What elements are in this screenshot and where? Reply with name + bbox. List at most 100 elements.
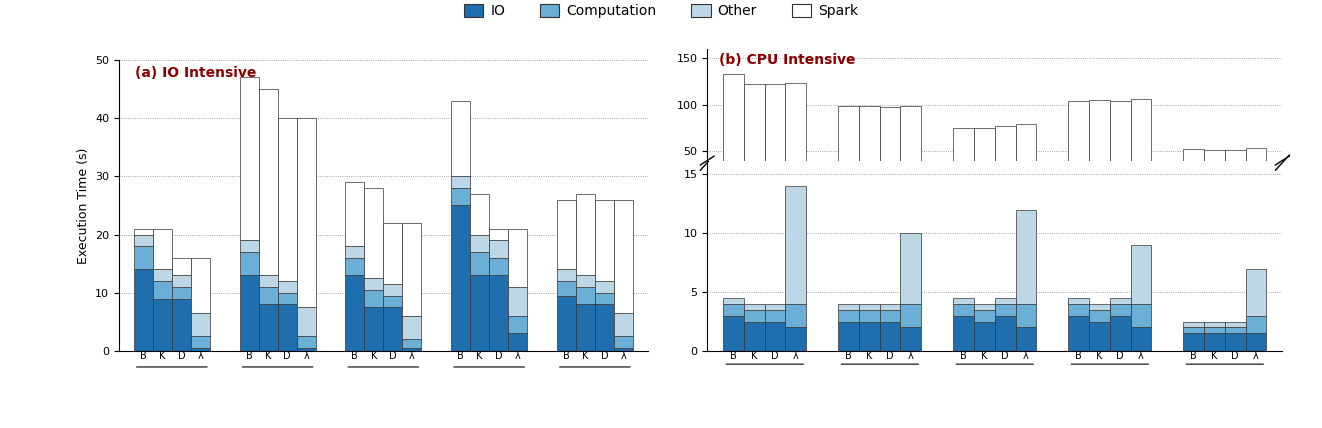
Bar — [345, 275, 365, 351]
Bar — [190, 336, 210, 348]
Bar — [153, 270, 172, 281]
Text: (a) IO Intensive: (a) IO Intensive — [135, 66, 256, 80]
Bar — [838, 310, 859, 321]
Bar — [278, 281, 296, 293]
Bar — [134, 246, 153, 270]
Bar — [764, 84, 785, 198]
Bar — [1130, 304, 1151, 327]
Bar — [1245, 269, 1266, 316]
Bar — [383, 223, 402, 284]
Bar — [134, 229, 153, 235]
Bar — [595, 293, 613, 304]
Bar — [172, 258, 190, 275]
Bar — [383, 284, 402, 296]
Bar — [471, 252, 489, 275]
Bar — [1183, 321, 1204, 327]
Bar — [1110, 298, 1130, 304]
Bar — [838, 321, 859, 351]
Bar — [153, 229, 172, 270]
Bar — [172, 299, 190, 351]
Bar — [994, 316, 1015, 351]
Bar — [953, 304, 974, 316]
Bar — [402, 348, 422, 351]
Bar — [900, 233, 921, 304]
Text: (b) CPU Intensive: (b) CPU Intensive — [719, 53, 855, 67]
Bar — [1245, 333, 1266, 351]
Bar — [953, 298, 974, 304]
Bar — [1068, 101, 1089, 198]
Bar — [1130, 99, 1151, 198]
Bar — [172, 287, 190, 299]
Bar — [1068, 316, 1089, 351]
Bar — [239, 252, 259, 275]
Bar — [900, 304, 921, 327]
Bar — [613, 336, 633, 348]
Bar — [451, 101, 471, 176]
Bar — [471, 235, 489, 252]
Bar — [1224, 150, 1245, 198]
Bar — [296, 336, 316, 348]
Bar — [880, 107, 900, 198]
Bar — [345, 246, 365, 258]
Bar — [1068, 298, 1089, 304]
Bar — [134, 270, 153, 351]
Bar — [296, 348, 316, 351]
Bar — [489, 241, 508, 258]
Bar — [974, 304, 994, 310]
Bar — [974, 310, 994, 321]
Bar — [1015, 304, 1036, 327]
Bar — [1110, 101, 1130, 198]
Bar — [557, 281, 576, 296]
Bar — [1245, 316, 1266, 333]
Bar — [1224, 333, 1245, 351]
Bar — [1068, 304, 1089, 316]
Bar — [785, 186, 806, 304]
Bar — [723, 316, 744, 351]
Bar — [1224, 321, 1245, 327]
Bar — [1245, 149, 1266, 198]
Bar — [134, 235, 153, 246]
Bar — [239, 241, 259, 252]
Bar — [296, 118, 316, 307]
Bar — [508, 333, 527, 351]
Bar — [744, 321, 764, 351]
Bar — [994, 126, 1015, 198]
Bar — [744, 83, 764, 198]
Bar — [576, 287, 595, 304]
Bar — [172, 275, 190, 287]
Bar — [489, 229, 508, 241]
Bar — [785, 304, 806, 327]
Bar — [402, 339, 422, 348]
Bar — [1089, 100, 1110, 198]
Bar — [1089, 310, 1110, 321]
Bar — [744, 304, 764, 310]
Bar — [723, 298, 744, 304]
Bar — [1089, 321, 1110, 351]
Bar — [953, 316, 974, 351]
Bar — [471, 194, 489, 235]
Bar — [1089, 304, 1110, 310]
Bar — [190, 313, 210, 336]
Bar — [859, 304, 880, 310]
Bar — [1183, 149, 1204, 198]
Bar — [451, 205, 471, 351]
Bar — [1204, 150, 1225, 198]
Bar — [259, 287, 278, 304]
Bar — [278, 293, 296, 304]
Bar — [974, 321, 994, 351]
Bar — [489, 275, 508, 351]
Bar — [900, 106, 921, 198]
Bar — [451, 176, 471, 188]
Bar — [880, 310, 900, 321]
Bar — [153, 299, 172, 351]
Bar — [1204, 327, 1225, 333]
Bar — [859, 321, 880, 351]
Bar — [1130, 245, 1151, 304]
Bar — [613, 199, 633, 313]
Bar — [1183, 333, 1204, 351]
Bar — [383, 307, 402, 351]
Bar — [880, 304, 900, 310]
Bar — [723, 304, 744, 316]
Bar — [1224, 327, 1245, 333]
Bar — [859, 106, 880, 198]
